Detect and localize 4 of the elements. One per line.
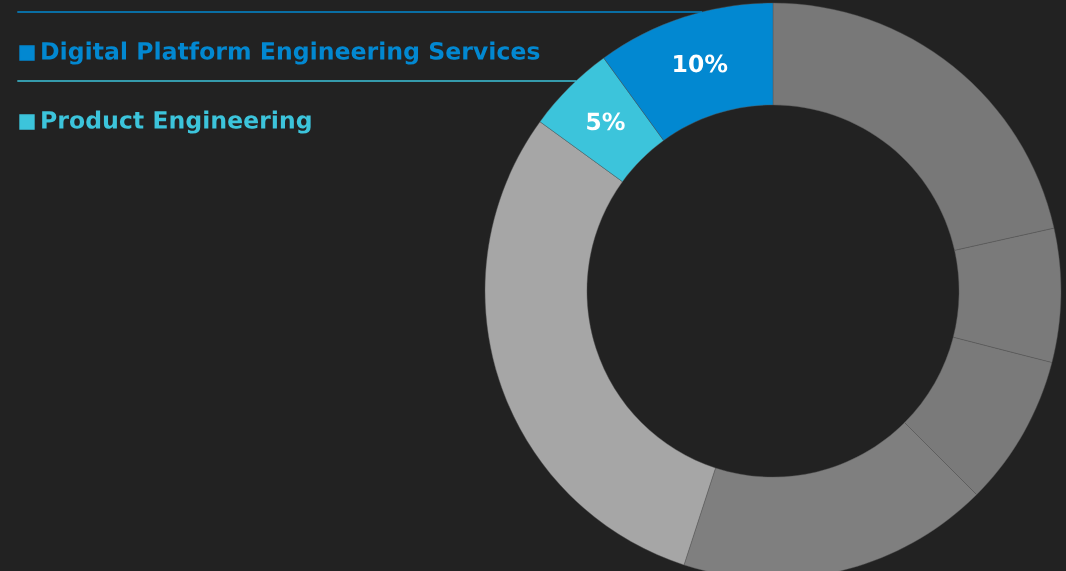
legend-label: Product Engineering xyxy=(42,110,311,134)
legend-label: Digital Platform Engineering Services xyxy=(42,41,540,65)
data-label: 5% xyxy=(587,112,625,131)
data-label: 10% xyxy=(674,54,728,73)
